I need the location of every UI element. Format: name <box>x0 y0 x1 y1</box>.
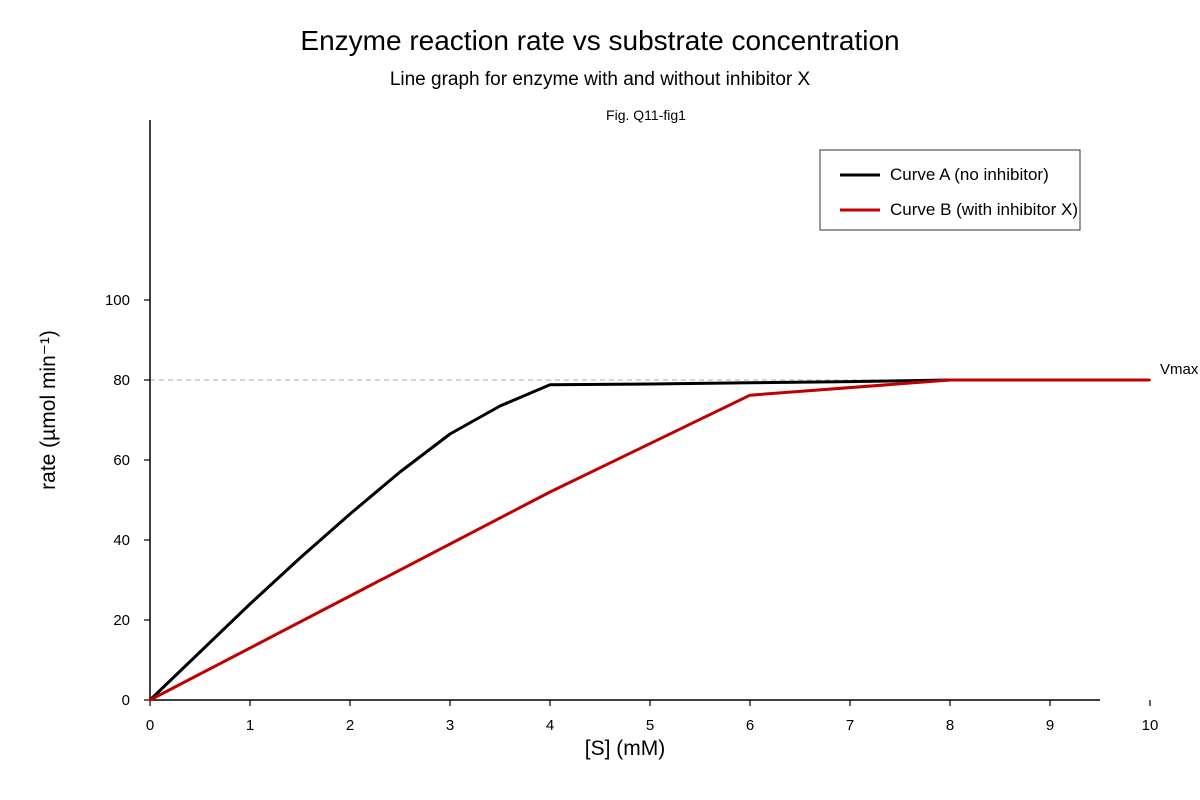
data-point-curve-a <box>649 383 651 385</box>
data-point-curve-a <box>199 651 201 653</box>
data-point-curve-a <box>349 513 351 515</box>
y-tick-label: 0 <box>122 692 130 709</box>
series-line-curve-b <box>149 378 1150 702</box>
y-tick-label: 40 <box>113 532 130 549</box>
y-tick-label: 80 <box>113 372 130 389</box>
series-line-curve-a <box>148 378 1150 702</box>
data-point-curve-b <box>749 394 751 397</box>
y-tick-label: 20 <box>113 612 130 629</box>
x-tick-label: 9 <box>1046 717 1054 734</box>
x-tick-label: 10 <box>1142 717 1159 734</box>
data-point-curve-b <box>549 491 551 493</box>
data-point-curve-a <box>399 471 401 473</box>
data-point-curve-a <box>499 405 501 407</box>
y-tick-label: 60 <box>113 452 130 469</box>
legend-box <box>819 149 1081 231</box>
x-tick-label: 6 <box>746 717 754 734</box>
data-point-curve-a <box>849 380 851 383</box>
x-tick-label: 1 <box>246 717 254 734</box>
data-point-curve-a <box>449 433 451 435</box>
reference-layer: Vmax = 80 <box>150 361 1200 381</box>
figure-label: Fig. Q11-fig1 <box>606 107 686 123</box>
data-point-curve-b <box>949 379 951 381</box>
chart-subtitle: Line graph for enzyme with and without i… <box>390 69 811 90</box>
x-tick-label: 2 <box>346 717 354 734</box>
data-point-curve-a <box>249 603 251 605</box>
series-layer <box>148 378 1151 702</box>
x-axis-label: [S] (mM) <box>585 737 665 760</box>
data-point-curve-a <box>549 384 551 386</box>
x-tick-label: 7 <box>846 717 854 734</box>
x-tick-label: 8 <box>946 717 954 734</box>
y-tick-label: 100 <box>105 292 130 309</box>
data-point-curve-a <box>299 557 301 559</box>
x-tick-label: 5 <box>646 717 654 734</box>
vmax-annotation: Vmax = 80 <box>1160 361 1200 378</box>
x-tick-label: 0 <box>146 717 154 734</box>
y-axis-label: rate (µmol min⁻¹) <box>37 330 60 490</box>
data-point-curve-a <box>749 382 751 384</box>
x-tick-label: 3 <box>446 717 454 734</box>
data-point-curve-b <box>349 595 351 597</box>
data-point-curve-b <box>149 699 151 701</box>
chart-title: Enzyme reaction rate vs substrate concen… <box>300 25 899 56</box>
legend-label-curve-a: Curve A (no inhibitor) <box>890 165 1049 184</box>
legend-label-curve-b: Curve B (with inhibitor X) <box>890 200 1078 219</box>
legend: Curve A (no inhibitor) Curve B (with inh… <box>819 149 1081 231</box>
x-tick-label: 4 <box>546 717 554 734</box>
data-point-curve-b <box>1149 379 1151 381</box>
